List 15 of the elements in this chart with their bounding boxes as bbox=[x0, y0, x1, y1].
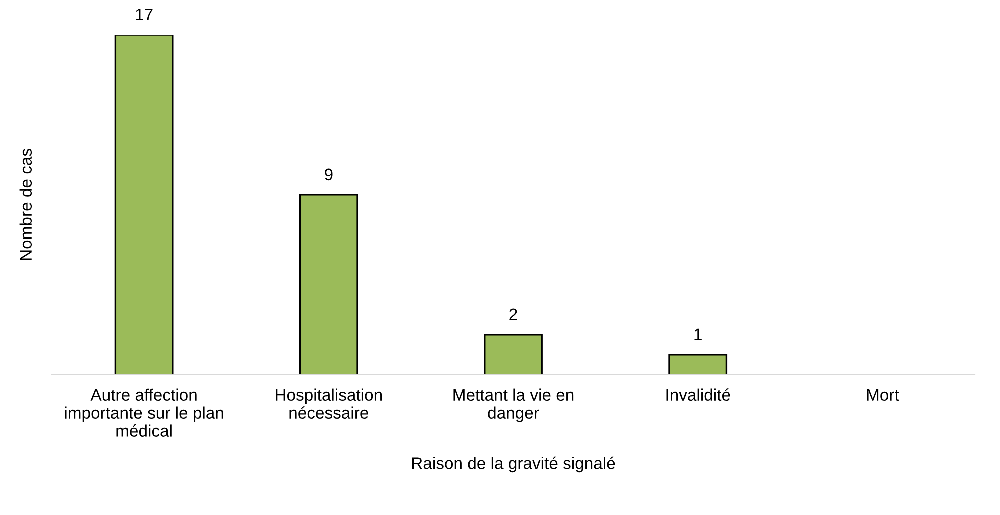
data-label: 9 bbox=[325, 168, 333, 181]
x-tick-label: Hospitalisation nécessaire bbox=[276, 388, 382, 420]
bar bbox=[668, 354, 728, 375]
bar bbox=[114, 35, 174, 375]
x-tick-label: Autre affection importante sur le plan médical bbox=[65, 388, 224, 437]
y-axis-title: Nombre de cas bbox=[20, 149, 32, 260]
data-label: 1 bbox=[694, 328, 702, 340]
x-tick-label: Mort bbox=[867, 389, 900, 402]
x-axis-title: Raison de la gravité signalé bbox=[412, 456, 616, 473]
data-label: 2 bbox=[510, 308, 518, 320]
x-tick-label: Mettant la vie en danger bbox=[454, 388, 574, 422]
bar bbox=[484, 334, 543, 375]
x-tick-label: Invalidité bbox=[666, 388, 730, 402]
bar bbox=[299, 194, 358, 375]
data-label: 17 bbox=[136, 8, 153, 20]
